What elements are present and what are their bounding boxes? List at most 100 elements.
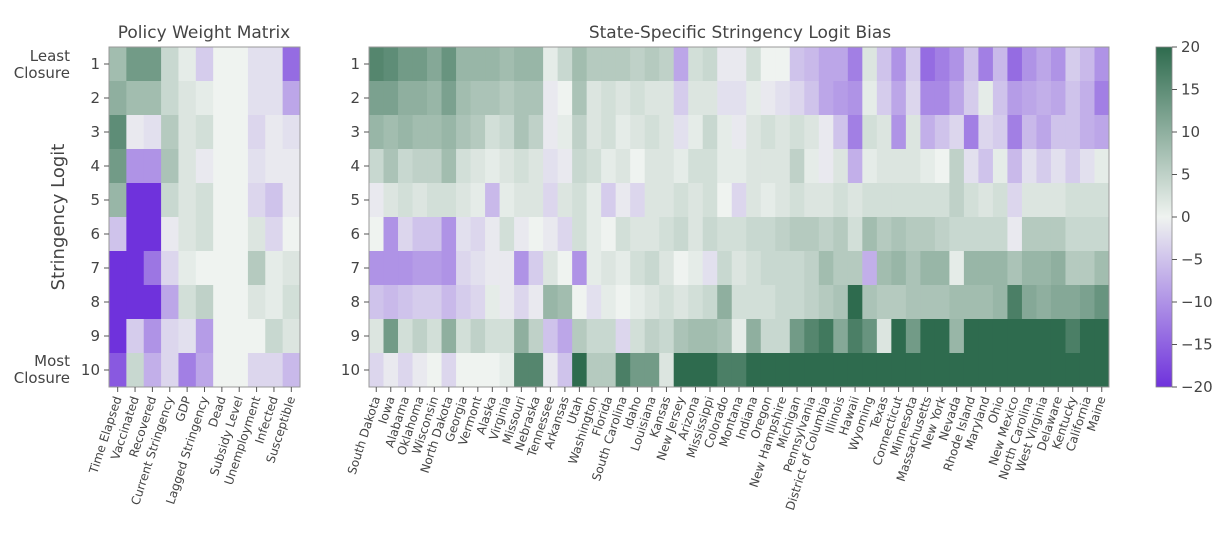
policy-weight-cell — [247, 115, 266, 150]
state-bias-cell — [717, 149, 733, 184]
state-bias-cell — [789, 251, 805, 286]
state-bias-cell — [543, 149, 559, 184]
state-bias-cell — [630, 183, 646, 218]
state-bias-cell — [412, 115, 428, 150]
policy-weight-y-tick-label: 10 — [81, 361, 100, 379]
state-bias-cell — [833, 183, 849, 218]
left-panel-title: Policy Weight Matrix — [118, 23, 290, 43]
state-bias-cell — [1079, 319, 1095, 354]
state-bias-cell — [949, 285, 965, 320]
state-bias-cell — [1094, 81, 1110, 116]
state-bias-cell — [427, 81, 443, 116]
state-bias-cell — [891, 47, 907, 82]
state-bias-cell — [528, 319, 544, 354]
state-bias-cell — [818, 353, 834, 388]
policy-weight-cell — [247, 251, 266, 286]
state-bias-cell — [398, 115, 414, 150]
policy-weight-cell — [247, 319, 266, 354]
policy-weight-cell — [109, 115, 127, 150]
state-bias-cell — [818, 217, 834, 252]
state-bias-cell — [920, 115, 936, 150]
state-bias-cell — [905, 319, 921, 354]
state-bias-cell — [789, 353, 805, 388]
state-bias-cell — [920, 319, 936, 354]
state-bias-cell — [412, 319, 428, 354]
state-bias-cell — [934, 47, 950, 82]
state-bias-cell — [659, 47, 675, 82]
state-bias-cell — [992, 149, 1008, 184]
policy-weight-cell — [143, 319, 162, 354]
state-bias-cell — [601, 251, 617, 286]
policy-weight-cell — [161, 251, 179, 286]
policy-weight-cell — [143, 353, 162, 388]
state-bias-cell — [1021, 115, 1037, 150]
state-bias-cell — [1007, 115, 1023, 150]
state-bias-cell — [789, 285, 805, 320]
policy-weight-cell — [282, 285, 301, 320]
state-bias-cell — [383, 251, 399, 286]
state-bias-cell — [586, 115, 602, 150]
state-bias-cell — [369, 217, 385, 252]
state-bias-cell — [1036, 285, 1052, 320]
state-bias-cell — [746, 81, 762, 116]
policy-weight-cell — [126, 319, 145, 354]
state-bias-cell — [818, 81, 834, 116]
state-bias-cell — [862, 183, 878, 218]
state-bias-cell — [1079, 47, 1095, 82]
state-bias-cell — [949, 81, 965, 116]
state-bias-cell — [630, 115, 646, 150]
state-bias-cell — [615, 183, 631, 218]
state-bias-cell — [398, 217, 414, 252]
policy-weight-cell — [161, 81, 179, 116]
state-bias-cell — [992, 217, 1008, 252]
state-bias-cell — [963, 81, 979, 116]
policy-weight-cell — [213, 217, 232, 252]
policy-weight-cell — [230, 149, 249, 184]
state-bias-cell — [1094, 183, 1110, 218]
state-bias-cell — [818, 115, 834, 150]
state-bias-cell — [731, 47, 747, 82]
state-bias-cell — [731, 183, 747, 218]
state-bias-y-tick-label: 7 — [350, 259, 360, 277]
state-bias-cell — [528, 285, 544, 320]
policy-weight-cell — [126, 183, 145, 218]
state-bias-cell — [702, 149, 718, 184]
state-bias-cell — [514, 251, 530, 286]
state-bias-cell — [543, 183, 559, 218]
state-bias-cell — [789, 217, 805, 252]
state-bias-cell — [543, 217, 559, 252]
state-bias-cell — [963, 47, 979, 82]
state-bias-cell — [934, 81, 950, 116]
state-bias-cell — [644, 319, 660, 354]
state-bias-cell — [731, 149, 747, 184]
state-bias-cell — [383, 353, 399, 388]
policy-weight-y-tick-label: 1 — [90, 55, 100, 73]
state-bias-cell — [630, 251, 646, 286]
policy-weight-cell — [230, 251, 249, 286]
state-bias-cell — [920, 285, 936, 320]
state-bias-cell — [630, 81, 646, 116]
state-bias-cell — [369, 319, 385, 354]
state-bias-cell — [441, 149, 457, 184]
state-bias-cell — [1007, 217, 1023, 252]
state-bias-cell — [1065, 353, 1081, 388]
policy-weight-cell — [143, 149, 162, 184]
state-bias-cell — [1079, 115, 1095, 150]
policy-weight-cell — [178, 251, 197, 286]
policy-weight-cell — [161, 183, 179, 218]
state-bias-cell — [659, 251, 675, 286]
state-bias-cell — [615, 47, 631, 82]
state-bias-cell — [1036, 183, 1052, 218]
state-bias-cell — [760, 183, 776, 218]
state-bias-cell — [688, 353, 704, 388]
state-bias-cell — [876, 217, 892, 252]
policy-weight-cell — [109, 149, 127, 184]
colorbar-tick-label: −15 — [1181, 336, 1213, 354]
state-bias-cell — [369, 149, 385, 184]
state-bias-cell — [601, 319, 617, 354]
state-bias-cell — [804, 217, 820, 252]
y-axis-label: Stringency Logit — [48, 144, 69, 291]
state-bias-cell — [528, 183, 544, 218]
state-bias-cell — [847, 251, 863, 286]
state-bias-cell — [369, 81, 385, 116]
